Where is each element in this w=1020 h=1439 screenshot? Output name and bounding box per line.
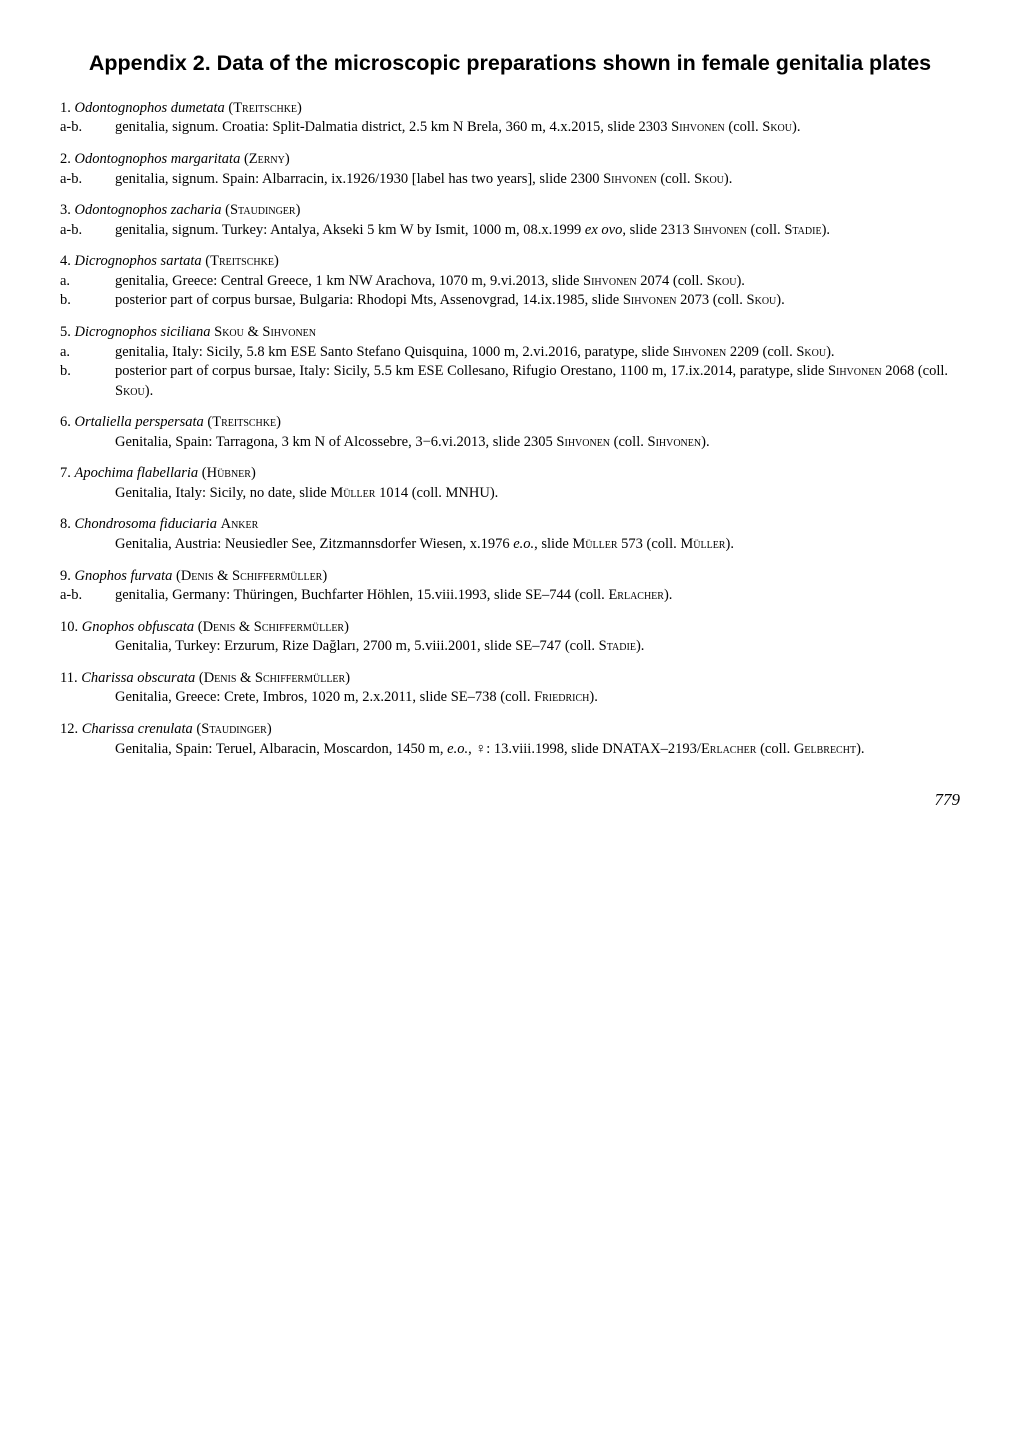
sub-label: b. — [60, 291, 115, 311]
sub-text: genitalia, Greece: Central Greece, 1 km … — [115, 272, 960, 292]
sub-entry: a.genitalia, Greece: Central Greece, 1 k… — [60, 272, 960, 292]
sub-entry: b.posterior part of corpus bursae, Bulga… — [60, 291, 960, 311]
entry: 5. Dicrognophos siciliana Skou & Sihvone… — [60, 323, 960, 401]
sub-entry: a-b.genitalia, signum. Croatia: Split-Da… — [60, 118, 960, 138]
sub-text: Genitalia, Spain: Teruel, Albaracin, Mos… — [115, 740, 960, 760]
entry: 11. Charissa obscurata (Denis & Schiffer… — [60, 669, 960, 708]
sub-entry: a.genitalia, Italy: Sicily, 5.8 km ESE S… — [60, 343, 960, 363]
species-line: 8. Chondrosoma fiduciaria Anker — [60, 515, 960, 535]
species-line: 7. Apochima flabellaria (Hübner) — [60, 464, 960, 484]
page-number: 779 — [60, 789, 960, 812]
sub-text: posterior part of corpus bursae, Bulgari… — [115, 291, 960, 311]
sub-label: a-b. — [60, 170, 115, 190]
sub-label: a-b. — [60, 118, 115, 138]
page-title: Appendix 2. Data of the microscopic prep… — [60, 50, 960, 77]
species-line: 6. Ortaliella perspersata (Treitschke) — [60, 413, 960, 433]
sub-text: genitalia, Germany: Thüringen, Buchfarte… — [115, 586, 960, 606]
sub-label: a-b. — [60, 221, 115, 241]
entry: 8. Chondrosoma fiduciaria AnkerGenitalia… — [60, 515, 960, 554]
sub-entry: a-b.genitalia, signum. Turkey: Antalya, … — [60, 221, 960, 241]
entry: 3. Odontognophos zacharia (Staudinger)a-… — [60, 201, 960, 240]
sub-label: b. — [60, 362, 115, 401]
species-line: 11. Charissa obscurata (Denis & Schiffer… — [60, 669, 960, 689]
entry: 2. Odontognophos margaritata (Zerny)a-b.… — [60, 150, 960, 189]
sub-label: a. — [60, 343, 115, 363]
sub-text: Genitalia, Austria: Neusiedler See, Zitz… — [115, 535, 960, 555]
species-line: 1. Odontognophos dumetata (Treitschke) — [60, 99, 960, 119]
sub-entry: a-b.genitalia, signum. Spain: Albarracin… — [60, 170, 960, 190]
sub-text: genitalia, signum. Turkey: Antalya, Akse… — [115, 221, 960, 241]
entry: 10. Gnophos obfuscata (Denis & Schifferm… — [60, 618, 960, 657]
entries-container: 1. Odontognophos dumetata (Treitschke)a-… — [60, 99, 960, 759]
sub-text: genitalia, signum. Croatia: Split-Dalmat… — [115, 118, 960, 138]
sub-label: a. — [60, 272, 115, 292]
sub-entry: b.posterior part of corpus bursae, Italy… — [60, 362, 960, 401]
sub-text: Genitalia, Turkey: Erzurum, Rize Dağları… — [115, 637, 960, 657]
sub-label: a-b. — [60, 586, 115, 606]
sub-text: genitalia, Italy: Sicily, 5.8 km ESE San… — [115, 343, 960, 363]
species-line: 9. Gnophos furvata (Denis & Schiffermüll… — [60, 567, 960, 587]
entry: 12. Charissa crenulata (Staudinger)Genit… — [60, 720, 960, 759]
species-line: 2. Odontognophos margaritata (Zerny) — [60, 150, 960, 170]
species-line: 4. Dicrognophos sartata (Treitschke) — [60, 252, 960, 272]
species-line: 10. Gnophos obfuscata (Denis & Schifferm… — [60, 618, 960, 638]
sub-text: Genitalia, Spain: Tarragona, 3 km N of A… — [115, 433, 960, 453]
species-line: 5. Dicrognophos siciliana Skou & Sihvone… — [60, 323, 960, 343]
sub-text: posterior part of corpus bursae, Italy: … — [115, 362, 960, 401]
entry: 1. Odontognophos dumetata (Treitschke)a-… — [60, 99, 960, 138]
species-line: 3. Odontognophos zacharia (Staudinger) — [60, 201, 960, 221]
entry: 6. Ortaliella perspersata (Treitschke)Ge… — [60, 413, 960, 452]
sub-text: genitalia, signum. Spain: Albarracin, ix… — [115, 170, 960, 190]
sub-text: Genitalia, Greece: Crete, Imbros, 1020 m… — [115, 688, 960, 708]
sub-entry: a-b.genitalia, Germany: Thüringen, Buchf… — [60, 586, 960, 606]
entry: 4. Dicrognophos sartata (Treitschke)a.ge… — [60, 252, 960, 311]
entry: 7. Apochima flabellaria (Hübner)Genitali… — [60, 464, 960, 503]
species-line: 12. Charissa crenulata (Staudinger) — [60, 720, 960, 740]
sub-text: Genitalia, Italy: Sicily, no date, slide… — [115, 484, 960, 504]
entry: 9. Gnophos furvata (Denis & Schiffermüll… — [60, 567, 960, 606]
